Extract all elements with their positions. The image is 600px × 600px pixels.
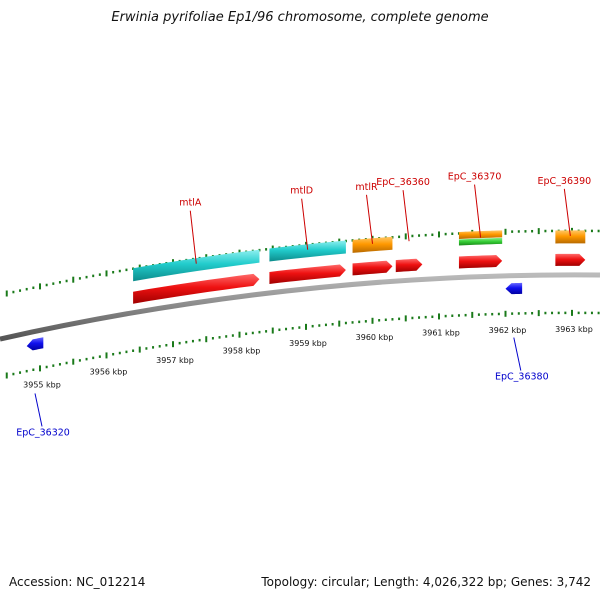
gene-label-mtlr: mtlR [355, 182, 378, 193]
gene-label-epc_36380: EpC_36380 [495, 372, 549, 383]
gene-leader-line [563, 188, 571, 236]
cog-bar-mtla[interactable] [133, 249, 260, 282]
gene-leader-line [366, 194, 373, 244]
forward-cds-epc_36370[interactable] [458, 255, 503, 269]
chromosome-backbone [0, 272, 600, 342]
forward-cds-track [133, 253, 586, 304]
gene-leader-line [189, 210, 197, 264]
gene-label-mtla: mtlA [179, 198, 202, 209]
tick-label-group: 3955 kbp 3956 kbp 3957 kbp 3958 kbp 3959 kbp… [23, 325, 593, 390]
tick-label: 3961 kbp [422, 328, 460, 337]
gene-label-epc_36370: EpC_36370 [448, 172, 502, 183]
gene-leader-line [402, 190, 410, 242]
reverse-cds-epc_36380[interactable] [505, 282, 523, 295]
tick-label: 3960 kbp [356, 333, 394, 342]
gene-leader-line [513, 337, 522, 371]
gene-leader-line [474, 184, 482, 238]
cog-bar-epc_36390[interactable] [555, 230, 586, 244]
gene-leader-line [34, 393, 43, 427]
gene-label-epc_36390: EpC_36390 [538, 176, 592, 187]
genome-summary: Topology: circular; Length: 4,026,322 bp… [261, 575, 591, 589]
forward-cds-mtlr[interactable] [352, 260, 393, 276]
inner-tick-track [5, 309, 600, 379]
tick-label: 3957 kbp [156, 356, 194, 365]
forward-cds-mtld[interactable] [269, 264, 346, 284]
gene-label-epc_36320: EpC_36320 [16, 427, 70, 438]
cog-bar-mtld[interactable] [269, 240, 346, 262]
forward-cds-epc_36360[interactable] [395, 258, 423, 273]
gene-leader-line [301, 198, 309, 250]
gene-label-mtld: mtlD [290, 186, 313, 197]
gene-label-epc_36360: EpC_36360 [376, 177, 430, 188]
tick-label: 3959 kbp [289, 339, 327, 348]
cog-bar-epc_36370-secondary[interactable] [458, 237, 503, 246]
tick-label: 3958 kbp [223, 347, 261, 356]
tick-label: 3962 kbp [489, 326, 527, 335]
reverse-cds-track [26, 282, 523, 351]
tick-label: 3963 kbp [555, 325, 593, 334]
accession-label: Accession: NC_012214 [9, 575, 146, 589]
cog-bar-mtlr[interactable] [352, 236, 393, 253]
forward-cds-epc_36390[interactable] [555, 253, 586, 266]
reverse-cds-epc_36320[interactable] [26, 337, 44, 351]
cog-feature-track [133, 230, 586, 282]
tick-label: 3956 kbp [90, 367, 128, 376]
page-title: Erwinia pyrifoliae Ep1/96 chromosome, co… [111, 10, 489, 25]
tick-label: 3955 kbp [23, 380, 61, 389]
forward-cds-mtla[interactable] [133, 273, 260, 304]
